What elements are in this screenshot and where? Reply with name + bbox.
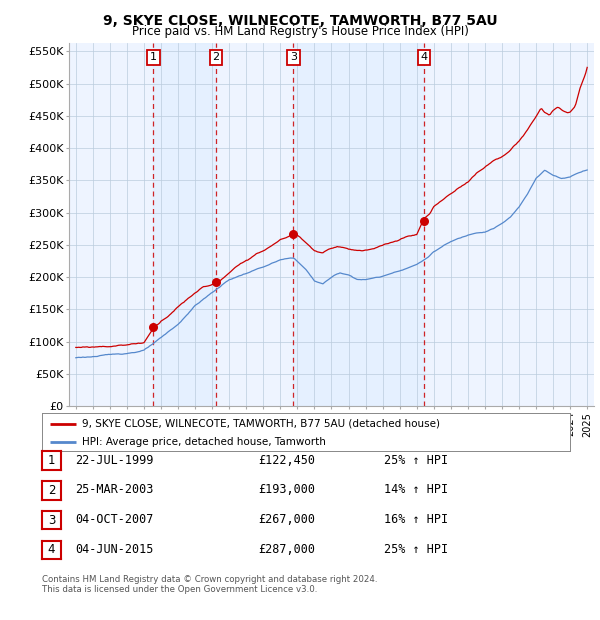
Point: [289, 229, 298, 239]
Text: 25% ↑ HPI: 25% ↑ HPI: [384, 543, 448, 556]
Text: 22-JUL-1999: 22-JUL-1999: [75, 454, 154, 466]
Text: 3: 3: [48, 514, 55, 526]
Text: This data is licensed under the Open Government Licence v3.0.: This data is licensed under the Open Gov…: [42, 585, 317, 594]
Text: 3: 3: [290, 53, 297, 63]
Text: 1: 1: [150, 53, 157, 63]
Text: HPI: Average price, detached house, Tamworth: HPI: Average price, detached house, Tamw…: [82, 436, 325, 447]
Bar: [293, 43, 424, 406]
Point: [419, 216, 428, 226]
Text: 2: 2: [48, 484, 55, 497]
Text: 25-MAR-2003: 25-MAR-2003: [75, 484, 154, 496]
Text: 16% ↑ HPI: 16% ↑ HPI: [384, 513, 448, 526]
Text: 4: 4: [421, 53, 427, 63]
Text: 9, SKYE CLOSE, WILNECOTE, TAMWORTH, B77 5AU: 9, SKYE CLOSE, WILNECOTE, TAMWORTH, B77 …: [103, 14, 497, 28]
Text: 2: 2: [212, 53, 220, 63]
Text: £122,450: £122,450: [258, 454, 315, 466]
Text: £267,000: £267,000: [258, 513, 315, 526]
Text: £193,000: £193,000: [258, 484, 315, 496]
Text: Contains HM Land Registry data © Crown copyright and database right 2024.: Contains HM Land Registry data © Crown c…: [42, 575, 377, 584]
Text: Price paid vs. HM Land Registry's House Price Index (HPI): Price paid vs. HM Land Registry's House …: [131, 25, 469, 38]
Text: £287,000: £287,000: [258, 543, 315, 556]
Text: 4: 4: [48, 544, 55, 556]
Point: [211, 277, 221, 286]
Point: [149, 322, 158, 332]
Text: 04-OCT-2007: 04-OCT-2007: [75, 513, 154, 526]
Text: 1: 1: [48, 454, 55, 467]
Text: 14% ↑ HPI: 14% ↑ HPI: [384, 484, 448, 496]
Text: 9, SKYE CLOSE, WILNECOTE, TAMWORTH, B77 5AU (detached house): 9, SKYE CLOSE, WILNECOTE, TAMWORTH, B77 …: [82, 418, 440, 428]
Text: 25% ↑ HPI: 25% ↑ HPI: [384, 454, 448, 466]
Bar: [154, 43, 216, 406]
Text: 04-JUN-2015: 04-JUN-2015: [75, 543, 154, 556]
